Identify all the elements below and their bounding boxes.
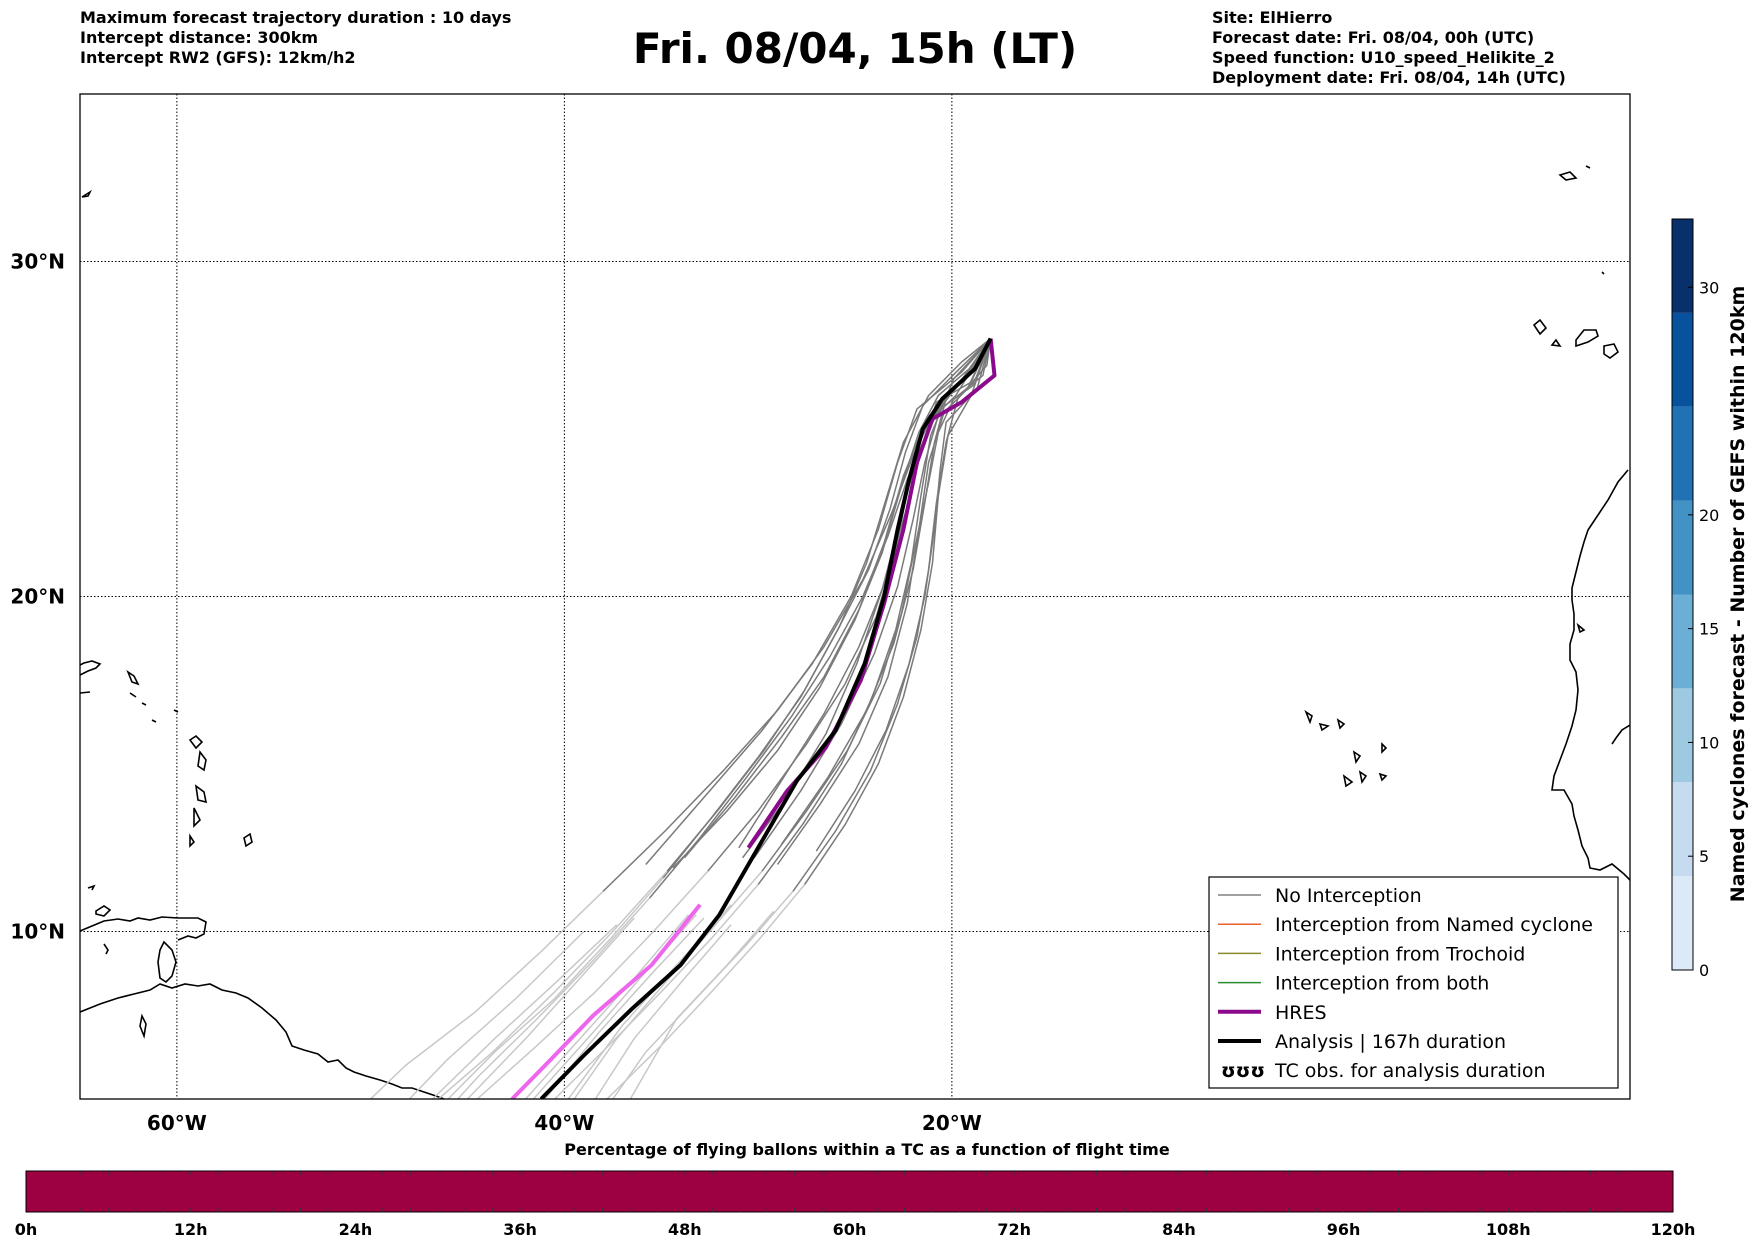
colorbar-tick-label: 10 (1699, 733, 1719, 752)
ensemble-track-late (606, 884, 806, 1099)
colorbar-segment (1672, 219, 1693, 313)
time-bar-fill (25, 1170, 1674, 1213)
lat-tick-label: 30°N (10, 250, 65, 274)
ensemble-track (803, 338, 992, 886)
time-bar-tick-label: 48h (668, 1220, 702, 1239)
time-bar-tick-label: 84h (1162, 1220, 1196, 1239)
ensemble-track-late (554, 884, 759, 1099)
colorbar-segment (1672, 876, 1693, 970)
ensemble-track-late (408, 930, 585, 1099)
legend-label: No Interception (1275, 885, 1422, 907)
analysis-track (539, 337, 993, 1099)
hres-track-late (510, 903, 702, 1099)
speed-function-text: Speed function: U10_speed_Helikite_2 (1212, 48, 1555, 67)
colorbar-frame (1671, 218, 1694, 971)
colorbar-tick-label: 0 (1699, 961, 1709, 980)
colorbar-tick-label: 15 (1699, 620, 1719, 639)
time-bar-tick-label: 108h (1486, 1220, 1531, 1239)
ensemble-track (815, 338, 992, 852)
legend-label: HRES (1275, 1002, 1327, 1024)
ensemble-track-late (447, 877, 664, 1099)
colorbar-segment (1672, 406, 1693, 501)
cyclone-colorbar: 0 5 10 15 20 30 Named cyclones forecast - Num… (1671, 218, 1749, 980)
forecast-date-text: Forecast date: Fri. 08/04, 00h (UTC) (1212, 28, 1535, 47)
time-bar-tick-label: 72h (997, 1220, 1031, 1239)
lon-tick-label: 20°W (922, 1111, 982, 1135)
legend-label: Interception from Named cyclone (1275, 914, 1593, 936)
ensemble-track (645, 338, 992, 865)
ensemble-track-late (466, 917, 635, 1099)
max-duration-text: Maximum forecast trajectory duration : 1… (80, 8, 512, 27)
time-bar-tick-label: 96h (1327, 1220, 1361, 1239)
colorbar-tick-label: 20 (1699, 506, 1719, 525)
ensemble-track (757, 338, 992, 886)
ensemble-track (761, 338, 992, 872)
colorbar-segment (1672, 594, 1693, 689)
legend-label: TC obs. for analysis duration (1274, 1060, 1546, 1082)
trajectory-tracks (370, 337, 997, 1099)
time-bar-title: Percentage of flying ballons within a TC… (564, 1140, 1170, 1159)
map-frame (79, 93, 1631, 1100)
colorbar-segment (1672, 500, 1693, 595)
lon-tick-label: 60°W (147, 1111, 207, 1135)
time-bar-tick-label: 36h (503, 1220, 537, 1239)
coastlines (80, 165, 1630, 1099)
lon-tick-label: 40°W (534, 1111, 594, 1135)
ensemble-track-late (457, 897, 651, 1099)
intercept-rw2-text: Intercept RW2 (GFS): 12km/h2 (80, 48, 356, 67)
ensemble-track (753, 338, 992, 859)
deployment-date-text: Deployment date: Fri. 08/04, 14h (UTC) (1212, 68, 1566, 87)
header-left-info: Maximum forecast trajectory duration : 1… (80, 8, 511, 68)
axis-tick-labels: 30°N 20°N 10°N 60°W 40°W 20°W (10, 250, 981, 1136)
time-bar-tick-label: 12h (174, 1220, 208, 1239)
colorbar-label: Named cyclones forecast - Number of GEFS… (1727, 286, 1749, 903)
legend-label: Interception from Trochoid (1275, 943, 1525, 965)
page-title: Fri. 08/04, 15h (LT) (632, 24, 1078, 73)
ensemble-track-late (476, 870, 709, 1099)
legend-box (1208, 876, 1619, 1089)
colorbar-tick-label: 5 (1699, 847, 1709, 866)
time-bar-tick-label: 24h (339, 1220, 373, 1239)
ensemble-track-late (573, 870, 763, 1099)
lat-tick-label: 20°N (10, 585, 65, 609)
header-right-info: Site: ElHierro Forecast date: Fri. 08/04… (1212, 8, 1566, 88)
ensemble-track-late (370, 890, 604, 1099)
time-bar-tick-label: 0h (15, 1220, 38, 1239)
colorbar-segment (1672, 312, 1693, 407)
site-text: Site: ElHierro (1212, 8, 1333, 27)
time-bar-tick-label: 60h (833, 1220, 867, 1239)
legend-label: Interception from both (1275, 973, 1489, 995)
ensemble-track (666, 338, 992, 872)
colorbar-segment (1672, 688, 1693, 783)
ensemble-track (672, 338, 992, 869)
ensemble-track-late (432, 924, 618, 1099)
ensemble-track-late (525, 914, 689, 1099)
colorbar-segment (1672, 782, 1693, 877)
legend-label: Analysis | 167h duration (1275, 1031, 1506, 1053)
ensemble-track (776, 338, 992, 865)
ensemble-track-late (437, 870, 668, 1099)
intercept-distance-text: Intercept distance: 300km (80, 28, 319, 47)
legend-symbol: ʊʊʊ (1221, 1060, 1265, 1082)
lat-tick-label: 10°N (10, 920, 65, 944)
ensemble-track-late (594, 924, 732, 1099)
legend: No Interception Interception from Named c… (1208, 876, 1619, 1089)
time-bar-tick-label: 120h (1651, 1220, 1696, 1239)
colorbar-tick-label: 30 (1699, 278, 1719, 297)
ensemble-track-late (629, 910, 775, 1099)
flight-time-bar: Percentage of flying ballons within a TC… (15, 1140, 1696, 1239)
